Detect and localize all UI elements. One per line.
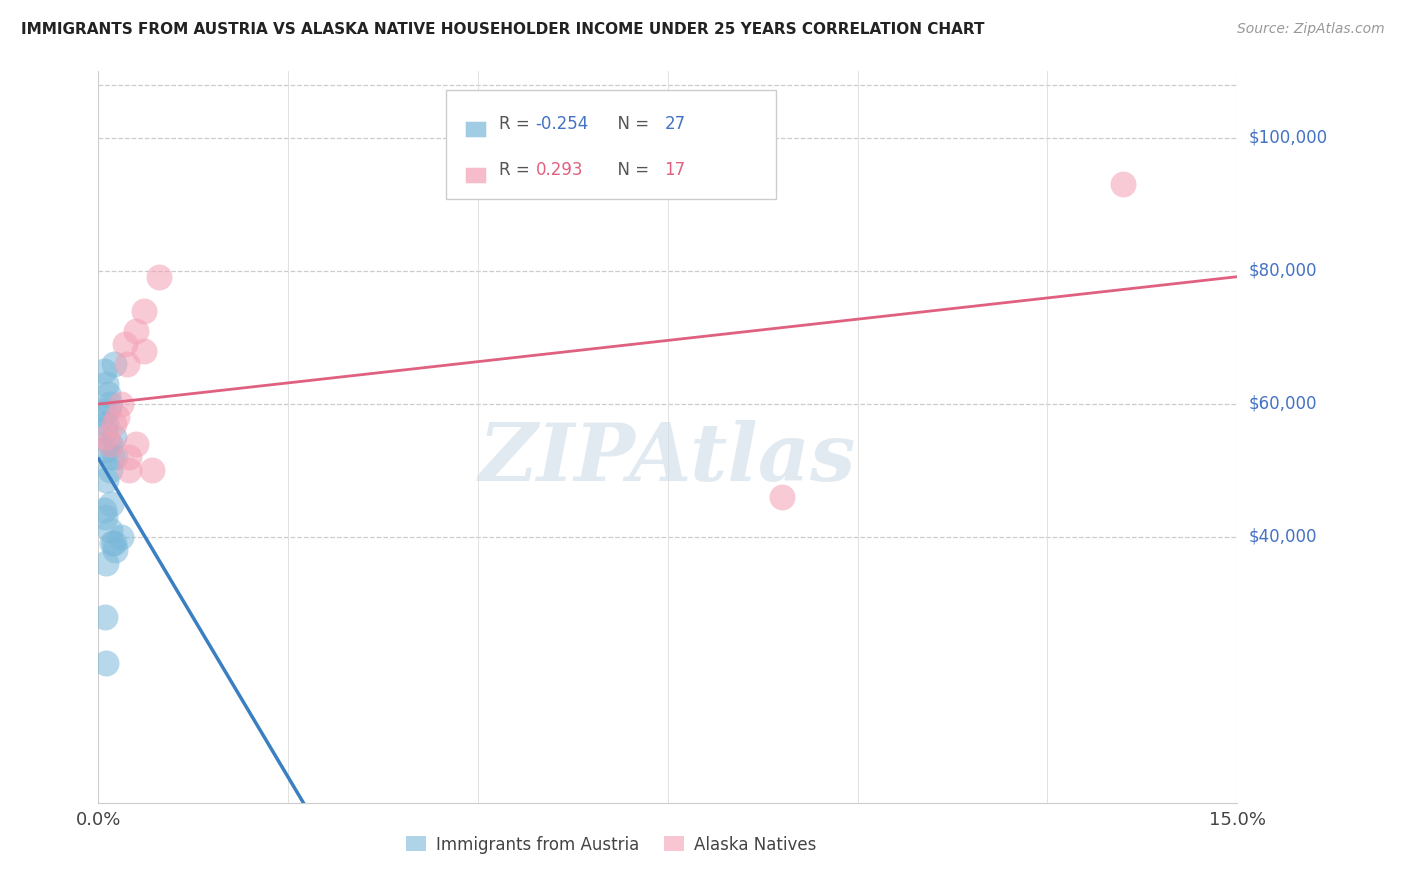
Text: N =: N =	[607, 161, 655, 179]
Legend: Immigrants from Austria, Alaska Natives: Immigrants from Austria, Alaska Natives	[399, 829, 823, 860]
Text: 27: 27	[665, 115, 686, 133]
Point	[110, 397, 132, 411]
Text: Source: ZipAtlas.com: Source: ZipAtlas.com	[1237, 22, 1385, 37]
Text: 0.293: 0.293	[536, 161, 583, 179]
Point	[770, 490, 793, 504]
Point	[104, 543, 127, 558]
Point	[103, 417, 125, 431]
Text: R =: R =	[499, 115, 536, 133]
Point	[94, 473, 117, 487]
Point	[148, 270, 170, 285]
Point	[110, 530, 132, 544]
Point	[93, 407, 115, 421]
Point	[101, 536, 124, 550]
Point	[94, 609, 117, 624]
Point	[94, 430, 117, 444]
Text: $60,000: $60,000	[1249, 395, 1317, 413]
Point	[125, 324, 148, 338]
Point	[114, 337, 136, 351]
Text: $80,000: $80,000	[1249, 262, 1317, 280]
Text: N =: N =	[607, 115, 655, 133]
Point	[94, 417, 117, 431]
Point	[101, 450, 124, 464]
Text: $100,000: $100,000	[1249, 128, 1327, 147]
Point	[118, 463, 141, 477]
Point	[141, 463, 163, 477]
Point	[103, 536, 125, 550]
Point	[103, 357, 125, 371]
Point	[117, 357, 139, 371]
Point	[94, 376, 117, 391]
Point	[1112, 178, 1135, 192]
FancyBboxPatch shape	[446, 90, 776, 200]
Text: R =: R =	[499, 161, 540, 179]
Point	[118, 450, 141, 464]
Point	[132, 343, 155, 358]
Point	[94, 509, 117, 524]
FancyBboxPatch shape	[465, 121, 485, 137]
Point	[98, 397, 121, 411]
Point	[98, 436, 121, 450]
Point	[100, 497, 122, 511]
Text: ZIPAtlas: ZIPAtlas	[479, 420, 856, 498]
Text: IMMIGRANTS FROM AUSTRIA VS ALASKA NATIVE HOUSEHOLDER INCOME UNDER 25 YEARS CORRE: IMMIGRANTS FROM AUSTRIA VS ALASKA NATIVE…	[21, 22, 984, 37]
Point	[93, 503, 115, 517]
Point	[97, 403, 120, 417]
FancyBboxPatch shape	[465, 168, 485, 183]
Point	[103, 430, 125, 444]
Point	[104, 450, 127, 464]
Point	[96, 387, 118, 401]
Point	[94, 424, 117, 438]
Point	[107, 410, 129, 425]
Text: 17: 17	[665, 161, 686, 179]
Point	[125, 436, 148, 450]
Point	[94, 557, 117, 571]
Point	[98, 523, 121, 537]
Point	[132, 303, 155, 318]
Point	[98, 463, 121, 477]
Point	[94, 656, 117, 670]
Point	[98, 436, 121, 450]
Text: -0.254: -0.254	[536, 115, 589, 133]
Point	[94, 443, 117, 458]
Point	[93, 363, 115, 377]
Text: $40,000: $40,000	[1249, 528, 1317, 546]
